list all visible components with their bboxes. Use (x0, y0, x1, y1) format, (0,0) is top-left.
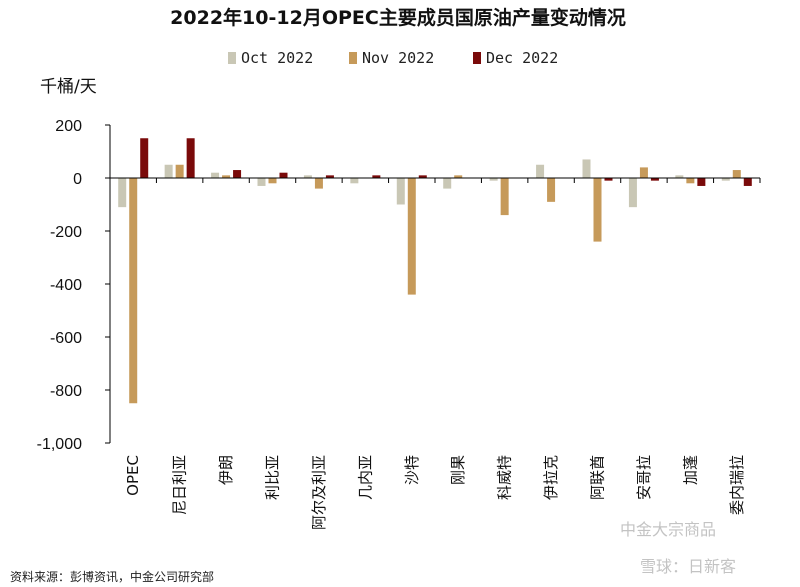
bar (186, 138, 195, 178)
bar (140, 138, 149, 178)
legend-label: Nov 2022 (362, 49, 434, 67)
bar (547, 178, 556, 202)
x-tick-label: 几内亚 (356, 455, 374, 500)
x-tick-label: 伊朗 (217, 455, 235, 485)
bar (443, 178, 452, 189)
y-tick-label: -1,000 (37, 436, 82, 453)
source-note: 资料来源：彭博资讯，中金公司研究部 (10, 569, 214, 584)
watermark-account: 中金大宗商品 (620, 520, 716, 539)
watermark-platform: 雪球：日新客 (640, 557, 736, 576)
x-tick-label: 利比亚 (264, 455, 282, 500)
bars (118, 138, 752, 404)
x-tick-label: 尼日利亚 (171, 455, 189, 515)
y-axis: 200 0 -200 -400 -600 -800 -1,000 (37, 118, 111, 453)
legend-swatch (473, 52, 481, 64)
y-tick-label: -200 (50, 224, 82, 241)
y-tick-label: -400 (50, 277, 82, 294)
watermark: 中金大宗商品 雪球：日新客 (620, 520, 736, 576)
legend-label: Oct 2022 (241, 49, 313, 67)
y-tick-label: 0 (73, 171, 82, 188)
legend-item: Nov 2022 (349, 49, 434, 67)
bar (604, 178, 613, 181)
bar (628, 178, 637, 208)
x-tick-label: 委内瑞拉 (728, 455, 746, 515)
y-tick-label: -800 (50, 383, 82, 400)
x-tick-label: 沙特 (403, 455, 421, 485)
bar (233, 170, 242, 178)
legend: Oct 2022 Nov 2022 Dec 2022 (228, 49, 558, 67)
bar (164, 164, 173, 178)
bar (314, 178, 323, 189)
bar (454, 175, 463, 178)
bar (211, 172, 220, 178)
legend-item: Oct 2022 (228, 49, 313, 67)
bar (279, 172, 288, 178)
bar (175, 164, 184, 178)
bar (372, 175, 381, 178)
x-tick-label: 安哥拉 (635, 455, 653, 500)
y-tick-label: 200 (55, 118, 82, 135)
x-tick-label: 阿尔及利亚 (310, 455, 328, 530)
bar (743, 178, 752, 186)
bar (721, 178, 730, 181)
bar (675, 175, 684, 178)
bar (686, 178, 695, 184)
x-tick-label: 伊拉克 (542, 455, 560, 500)
chart-title: 2022年10-12月OPEC主要成员国原油产量变动情况 (170, 6, 626, 29)
bar (418, 175, 427, 178)
x-axis: OPEC 尼日利亚 伊朗 利比亚 阿尔及利亚 几内亚 沙特 刚果 科威特 伊拉克 阿联酋 安哥拉 加蓬委… (110, 177, 761, 530)
bar (325, 175, 334, 178)
bar (500, 178, 509, 216)
bar (350, 178, 359, 184)
bar (582, 159, 591, 178)
bar (118, 178, 127, 208)
legend-label: Dec 2022 (486, 49, 558, 67)
bar (732, 170, 741, 178)
y-axis-unit: 千桶/天 (40, 77, 97, 97)
bar (222, 175, 231, 178)
legend-item: Dec 2022 (473, 49, 558, 67)
x-tick-label: 阿联酋 (589, 455, 607, 500)
x-tick-label: 科威特 (496, 455, 514, 500)
bar (303, 175, 312, 178)
legend-swatch (349, 52, 357, 64)
x-tick-label: 加蓬 (681, 455, 699, 485)
x-tick-label: OPEC (124, 455, 142, 496)
bar (407, 178, 416, 295)
y-tick-label: -600 (50, 330, 82, 347)
bar (593, 178, 602, 242)
x-tick-label: 刚果 (449, 455, 467, 485)
legend-swatch (228, 52, 236, 64)
bar (697, 178, 706, 186)
bar (129, 178, 138, 404)
bar (639, 167, 648, 178)
bar (536, 164, 545, 178)
bar (268, 178, 277, 184)
bar (257, 178, 266, 186)
bar (489, 178, 498, 181)
bar (650, 178, 659, 181)
bar (396, 178, 405, 205)
